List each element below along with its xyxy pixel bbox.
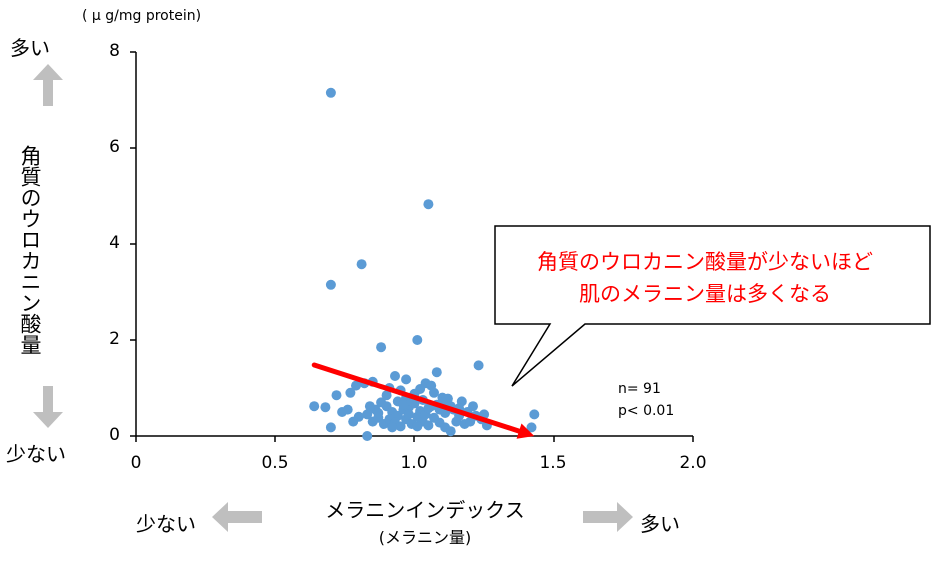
data-point [429, 387, 439, 398]
data-point [325, 422, 336, 433]
y-tick-4: 4 [109, 233, 120, 253]
trend-arrow-icon [516, 423, 535, 439]
x-tick-2.0: 2.0 [679, 453, 707, 473]
data-point [423, 420, 434, 431]
data-point [373, 408, 384, 418]
callout-line-1: 角質のウロカニン酸量が少ないほど [537, 250, 873, 274]
data-point [423, 199, 434, 210]
data-point [398, 399, 409, 410]
x-axis-title: メラニンインデックス [325, 498, 525, 522]
stat-n: n= 91 [618, 381, 661, 397]
axis-hint-arrows [33, 64, 633, 532]
y-high-label: 多い [10, 36, 50, 60]
arrow-down-icon [33, 386, 63, 428]
data-point [362, 409, 373, 420]
data-point [309, 401, 320, 412]
x-tick-1.0: 1.0 [400, 453, 428, 473]
data-point [390, 371, 400, 381]
x-axis-subtitle: (メラニン量) [378, 528, 472, 547]
data-point [337, 407, 348, 417]
data-point [451, 416, 462, 427]
data-point [526, 422, 537, 433]
arrow-right-icon [583, 502, 633, 532]
x-tick-1.5: 1.5 [539, 453, 567, 473]
data-point [348, 416, 359, 427]
arrow-up-icon [33, 64, 63, 106]
x-high-label: 多い [640, 512, 680, 536]
y-tick-0: 0 [109, 425, 120, 445]
data-point [412, 421, 423, 432]
data-point [320, 402, 331, 413]
x-low-label: 少ない [136, 512, 196, 536]
stats-box: n= 91 p< 0.01 [618, 378, 674, 422]
data-point [395, 421, 406, 432]
data-point [331, 390, 342, 401]
data-point [445, 426, 456, 437]
data-point [529, 409, 540, 420]
y-tick-2: 2 [109, 329, 120, 349]
data-point [431, 367, 442, 378]
data-point [376, 342, 387, 353]
data-point [401, 374, 412, 385]
callout-line-2: 肌のメラニン量は多くなる [579, 282, 831, 306]
data-point [381, 390, 392, 401]
axes [130, 51, 694, 442]
data-point [412, 335, 423, 345]
data-point [364, 401, 375, 412]
data-point [351, 380, 361, 391]
data-point [403, 409, 414, 420]
data-point [325, 279, 336, 290]
y-axis-unit: ( μ g/mg protein) [82, 8, 202, 24]
data-point [473, 360, 484, 371]
y-tick-8: 8 [109, 41, 120, 61]
y-tick-6: 6 [109, 137, 120, 157]
y-low-label: 少ない [6, 442, 66, 466]
data-point [325, 87, 336, 98]
arrow-left-icon [212, 502, 262, 532]
data-point [468, 401, 478, 412]
stat-p: p< 0.01 [618, 403, 675, 419]
data-point [362, 431, 373, 441]
data-point [423, 403, 434, 414]
x-tick-0: 0 [130, 453, 142, 473]
x-tick-0.5: 0.5 [261, 453, 289, 473]
data-point [345, 387, 356, 398]
data-point [387, 422, 398, 433]
callout-bubble [494, 225, 931, 387]
data-point [356, 259, 367, 270]
callout-text: 角質のウロカニン酸量が少ないほど 肌のメラニン量は多くなる [495, 246, 915, 310]
trend-line [311, 362, 535, 439]
